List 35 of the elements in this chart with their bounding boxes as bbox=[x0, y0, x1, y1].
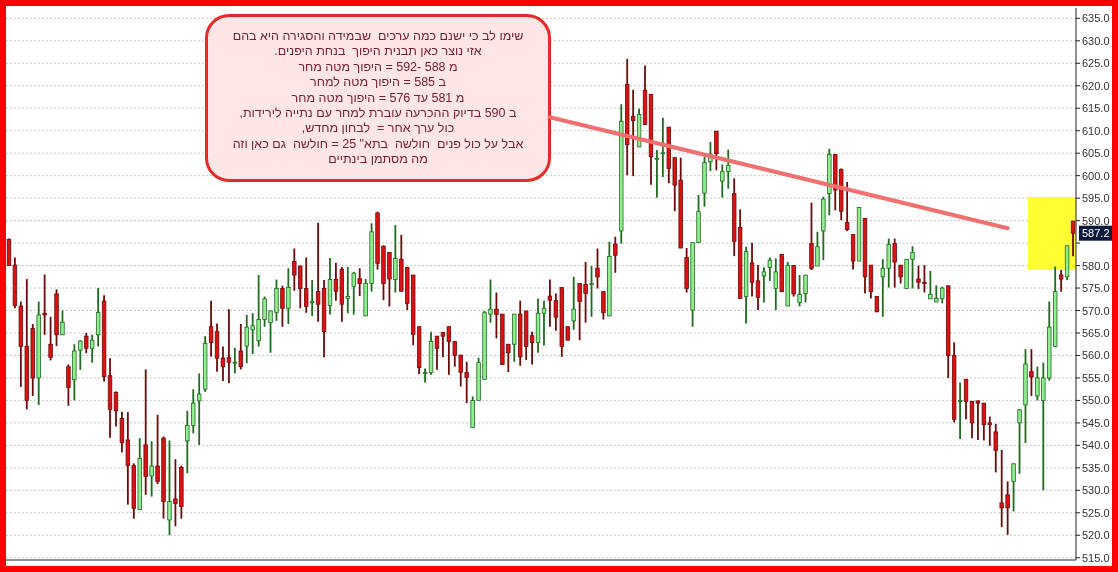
y-tick-label: 605.0 bbox=[1082, 147, 1110, 160]
annotation: אזי נוצר כאן תבנית היפוך בנחת היפנים. bbox=[273, 44, 483, 60]
y-tick-label: 570.0 bbox=[1082, 304, 1110, 317]
y-tick-label: 520.0 bbox=[1082, 529, 1110, 542]
annotation: שימו לב כי ישנם כמה ערכים שבמידה והסגירה היא בהם bbox=[231, 29, 525, 45]
y-tick-label: 620.0 bbox=[1082, 79, 1110, 92]
y-tick-label: 540.0 bbox=[1082, 439, 1110, 452]
y-tick-label: 600.0 bbox=[1082, 169, 1110, 182]
y-tick-label: 550.0 bbox=[1082, 394, 1110, 407]
price-label: 587.2 bbox=[1079, 225, 1115, 241]
annotation: מה מסתמן בינתיים bbox=[327, 152, 429, 168]
y-tick-label: 545.0 bbox=[1082, 416, 1110, 429]
y-tick-label: 615.0 bbox=[1082, 102, 1110, 115]
annotation: מ 588 -592 = היפוך מטה מחר bbox=[297, 59, 459, 76]
annotation: 587.2 bbox=[1082, 227, 1110, 240]
y-tick-label: 610.0 bbox=[1082, 124, 1110, 137]
y-tick-label: 630.0 bbox=[1082, 34, 1110, 47]
annotation: ב 590 בדיוק ההכרעה עוברת למחר עם נתייה לירידות, bbox=[238, 106, 518, 122]
y-tick-label: 595.0 bbox=[1082, 192, 1110, 205]
y-tick-label: 575.0 bbox=[1082, 282, 1110, 295]
y-tick-label: 530.0 bbox=[1082, 484, 1110, 497]
y-tick-label: 565.0 bbox=[1082, 327, 1110, 339]
y-tick-label: 580.0 bbox=[1082, 259, 1110, 272]
y-tick-label: 635.0 bbox=[1082, 12, 1110, 25]
y-tick-label: 515.0 bbox=[1082, 551, 1110, 564]
y-tick-label: 525.0 bbox=[1082, 506, 1110, 519]
y-tick-label: 535.0 bbox=[1082, 461, 1110, 474]
annotation: מ 581 עד 576 = היפוך מטה מחר bbox=[290, 90, 466, 107]
y-tick-label: 555.0 bbox=[1082, 371, 1110, 384]
y-tick-label: 590.0 bbox=[1082, 214, 1110, 227]
annotation: אבל על כול פנים חולשה בתא" 25 = חולשה גם כאן וזה bbox=[231, 136, 525, 153]
annotation: ב 585 = היפוך מטה למחר bbox=[309, 75, 447, 91]
y-tick-label: 560.0 bbox=[1082, 349, 1110, 362]
y-tick-label: 625.0 bbox=[1082, 57, 1110, 70]
annotation: כול ערך אחר = לבחון מחדש, bbox=[300, 121, 456, 137]
